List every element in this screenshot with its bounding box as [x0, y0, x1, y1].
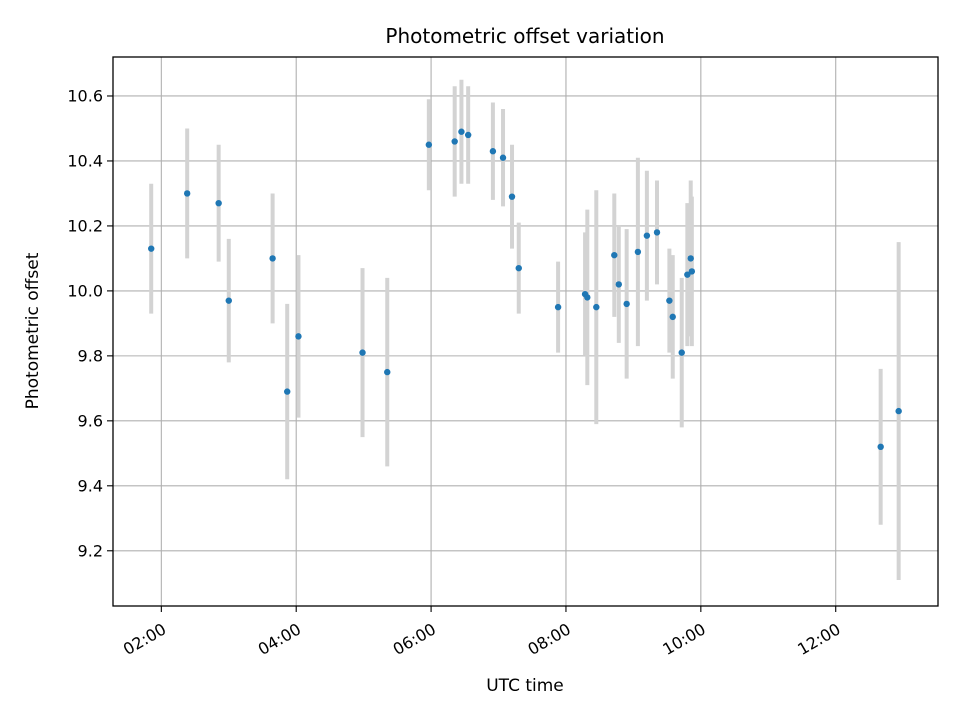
data-point [508, 193, 516, 200]
grid-layer [113, 57, 938, 606]
plot-area-background [113, 57, 938, 606]
data-point [183, 190, 191, 197]
data-point [499, 154, 507, 161]
y-tick-labels: 9.2 9.4 9.6 9.8 10.0 10.2 10.4 10.6 [67, 86, 103, 560]
data-point [643, 232, 651, 239]
data-point [877, 443, 884, 451]
data-point [611, 251, 618, 259]
data-point [295, 333, 302, 340]
y-tick-label: 10.2 [67, 216, 103, 235]
x-axis-label: UTC time [486, 676, 564, 696]
data-point [895, 407, 902, 415]
data-point [464, 131, 472, 139]
y-tick-label: 9.6 [78, 411, 103, 430]
plot-frame [112, 56, 939, 607]
data-point [615, 281, 622, 288]
data-point [669, 313, 676, 321]
data-point [666, 297, 673, 304]
y-tick-label: 9.2 [78, 541, 103, 560]
data-point [678, 349, 685, 356]
data-point [284, 388, 291, 395]
y-tick-label: 9.4 [78, 476, 103, 495]
data-point [623, 300, 630, 308]
y-tick-label: 10.4 [67, 151, 103, 170]
y-tick-label: 9.8 [78, 346, 103, 365]
y-axis-label: Photometric offset [23, 252, 43, 409]
y-tick-label: 10.6 [67, 86, 103, 105]
data-point [215, 199, 222, 207]
data-point [359, 349, 366, 356]
data-point [148, 245, 155, 252]
marker-layer [148, 128, 902, 451]
data-point [653, 229, 661, 236]
data-point [554, 303, 562, 311]
data-point [225, 297, 232, 304]
data-point [269, 255, 276, 262]
data-point [451, 138, 458, 145]
chart-title: Photometric offset variation [385, 24, 664, 48]
tick-layer [107, 95, 837, 612]
y-tick-label: 10.0 [67, 281, 103, 300]
data-point [489, 148, 497, 155]
data-point [634, 248, 642, 256]
data-point [684, 271, 691, 278]
data-point [384, 368, 391, 376]
data-point [584, 294, 591, 301]
data-point [688, 268, 696, 275]
data-point [458, 128, 465, 135]
data-point [593, 303, 600, 311]
data-point [687, 255, 694, 262]
data-point [425, 141, 433, 148]
data-point [515, 264, 522, 272]
